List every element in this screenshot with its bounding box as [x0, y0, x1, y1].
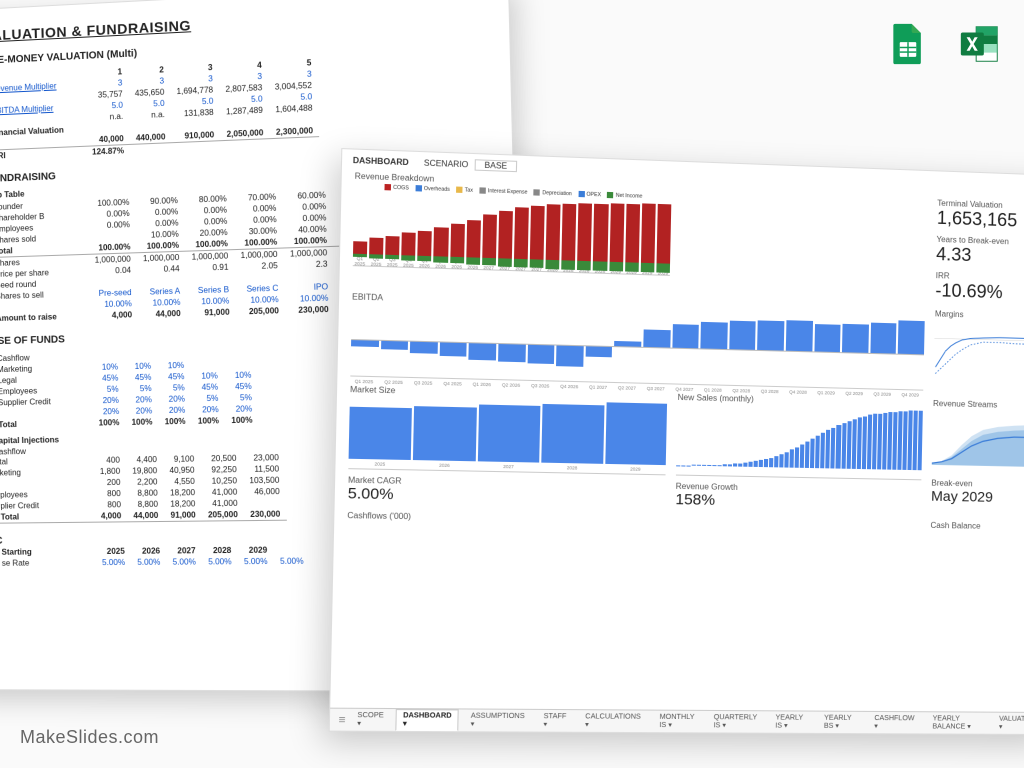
- dashboard-title: DASHBOARD: [353, 156, 409, 167]
- revstreams-svg: [932, 410, 1024, 473]
- breakeven-value: May 2029: [931, 488, 1024, 506]
- watermark-text: MakeSlides.com: [20, 727, 159, 748]
- years-breakeven-value: 4.33: [936, 244, 1024, 269]
- market-size-chart: Market Size 20252026202720282029 Market …: [348, 385, 668, 508]
- new-sales-chart: New Sales (monthly) Revenue Growth 158%: [675, 393, 923, 513]
- product-icon-row: [884, 20, 1004, 68]
- dashboard-spreadsheet: DASHBOARD SCENARIO BASE Revenue Breakdow…: [329, 148, 1024, 735]
- revenue-breakdown-chart: Revenue Breakdown COGSOverheadsTax Inter…: [352, 171, 671, 293]
- tab-yearly is[interactable]: YEARLY IS ▾: [768, 711, 813, 733]
- bars: [349, 396, 667, 465]
- tab-valuation[interactable]: VALUATION ▾: [992, 713, 1024, 734]
- microsoft-excel-icon: [956, 20, 1004, 68]
- tab-dashboard[interactable]: DASHBOARD ▾: [395, 709, 459, 731]
- revenue-growth-value: 158%: [675, 491, 921, 513]
- chart-title: Revenue Streams: [933, 399, 1024, 411]
- margins-chart: Margins: [933, 309, 1024, 393]
- cash-balance-section: Cash Balance: [930, 521, 1024, 534]
- tab-quarterly is[interactable]: QUARTERLY IS ▾: [706, 711, 764, 733]
- tab-cashflow[interactable]: CASHFLOW ▾: [867, 712, 922, 733]
- revenue-streams-chart: Revenue Streams Break-even May 2029: [931, 399, 1024, 515]
- tab-calculations[interactable]: CALCULATIONS ▾: [578, 710, 649, 732]
- bars: [353, 192, 671, 264]
- scenario-label: SCENARIO: [424, 158, 469, 169]
- tab-staff[interactable]: STAFF ▾: [536, 710, 574, 732]
- cash-balance-label: Cash Balance: [930, 521, 1024, 532]
- terminal-valuation-value: 1,653,165: [937, 208, 1024, 233]
- irr-value: -10.69%: [935, 280, 1024, 305]
- key-metrics: Terminal Valuation 1,653,165 Years to Br…: [935, 193, 1024, 305]
- cashflows-section: Cashflows ('000): [347, 511, 920, 532]
- tab-yearly bs[interactable]: YEARLY BS ▾: [817, 712, 864, 734]
- premoney-table: 12345Revenue Multiplier3333335,757435,65…: [0, 57, 320, 162]
- margins-svg: [934, 320, 1024, 383]
- scenario-select[interactable]: BASE: [475, 159, 517, 172]
- tab-assumptions[interactable]: ASSUMPTIONS ▾: [463, 709, 532, 731]
- bars: [676, 404, 923, 470]
- tab-yearly balance[interactable]: YEARLY BALANCE ▾: [925, 712, 988, 733]
- sheet-tabs[interactable]: ≡ SCOPE ▾DASHBOARD ▾ASSUMPTIONS ▾STAFF ▾…: [330, 708, 1024, 734]
- cashflows-label: Cashflows ('000): [347, 511, 920, 530]
- google-sheets-icon: [884, 20, 932, 68]
- ebitda-chart: EBITDA Q1 2025Q2 2025Q3 2025Q4 2025Q1 20…: [350, 292, 925, 390]
- tab-scope[interactable]: SCOPE ▾: [350, 709, 392, 731]
- tab-monthly is[interactable]: MONTHLY IS ▾: [652, 711, 702, 733]
